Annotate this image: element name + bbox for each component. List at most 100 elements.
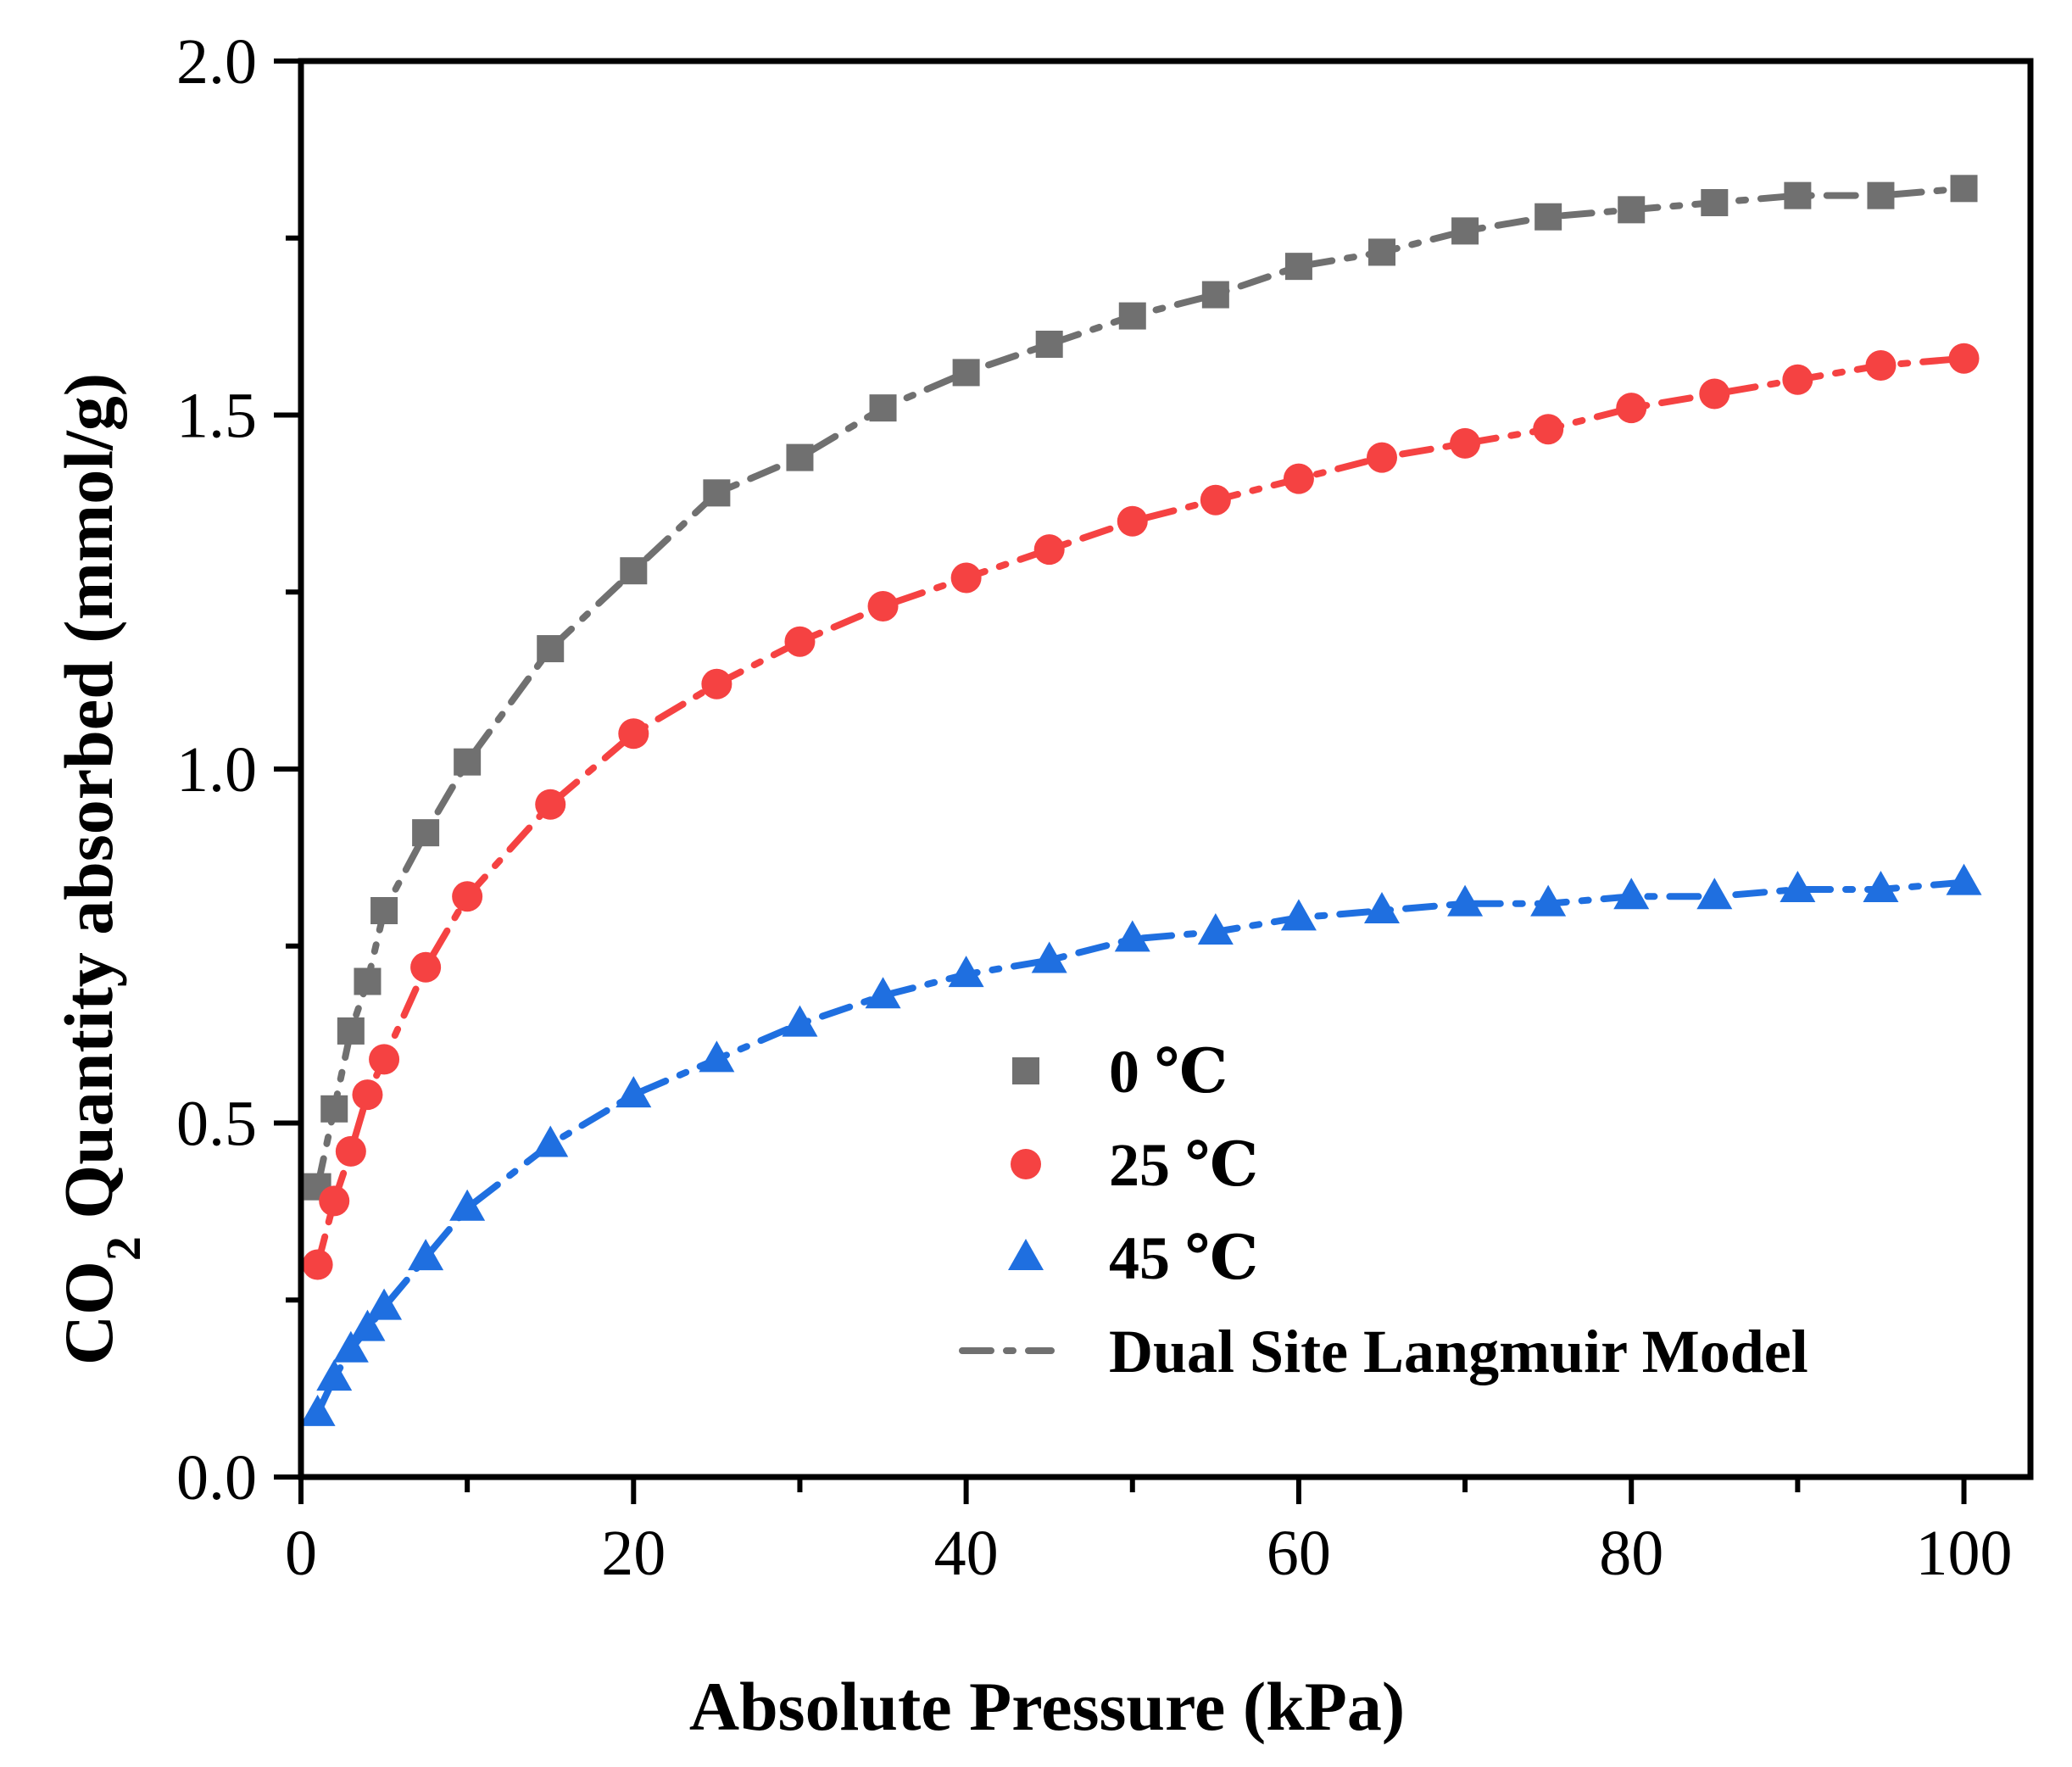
circle-data-point [701,668,732,700]
circle-data-point [335,1135,366,1167]
square-data-point [869,394,897,422]
x-tick-label: 80 [1599,1518,1663,1589]
legend-circle-marker [1011,1149,1041,1179]
legend-square-marker [1012,1057,1039,1084]
legend: 0 ℃ 25 ℃ 45 ℃ Dual Site Langmuir Model [959,1038,1808,1385]
triangle-data-point [1946,863,1982,895]
y-tick-label: 0.5 [176,1089,257,1160]
triangle-data-point [1530,884,1567,917]
triangle-data-point [1780,870,1816,902]
square-data-point [1950,175,1978,203]
data-markers [299,175,1982,1426]
circle-data-point [1283,463,1314,494]
circle-data-point [1200,484,1231,516]
square-data-point [703,479,731,507]
circle-data-point [1533,414,1564,445]
triangle-data-point [449,1189,486,1221]
square-data-point [454,748,482,776]
square-data-point [1451,217,1479,245]
y-tick-label: 1.0 [176,734,257,805]
circle-data-point [950,562,982,594]
circle-data-point [1699,378,1730,410]
triangle-data-point [1280,899,1317,931]
square-data-point [786,443,814,471]
circle-data-point [1033,534,1065,566]
square-data-point [1368,238,1395,266]
x-tick-label: 20 [601,1518,666,1589]
square-data-point [320,1095,348,1123]
circle-data-point [410,951,442,983]
square-data-point [1201,281,1229,309]
circle-data-point [369,1044,400,1075]
triangle-data-point [1031,941,1067,973]
square-data-point [952,359,980,387]
triangle-data-point [366,1288,403,1320]
square-data-point [370,897,398,924]
square-data-point [1867,181,1895,209]
legend-label: 25 ℃ [1109,1131,1258,1199]
y-axis-title: CO2 Quantity absorbed (mmol/g) [50,373,151,1365]
triangle-data-point [865,977,901,1009]
circle-data-point [1865,350,1897,382]
square-data-point [412,819,440,847]
y-axis-title-subscript: 2 [96,1236,151,1261]
square-data-point [1618,196,1646,224]
triangle-data-point [532,1125,569,1157]
legend-label: 45 ℃ [1109,1224,1258,1292]
square-data-point [1701,189,1729,216]
model-fit-line [314,354,1968,1268]
square-data-point [1118,302,1146,330]
y-axis-title-co: CO [50,1261,127,1365]
square-data-point [354,967,382,995]
x-tick-label: 100 [1916,1518,2013,1589]
triangle-data-point [1197,913,1234,945]
triangle-data-point [1696,878,1733,910]
circle-data-point [1782,364,1813,395]
triangle-data-point [1613,878,1650,910]
triangle-data-point [782,1005,818,1037]
square-data-point [337,1017,365,1045]
square-data-point [620,557,648,585]
circle-data-point [867,590,899,622]
triangle-data-point [1447,884,1484,917]
square-data-point [1035,331,1063,358]
square-data-point [1535,203,1562,231]
circle-data-point [319,1185,350,1217]
circle-data-point [784,626,816,657]
circle-data-point [1450,427,1481,459]
triangle-data-point [299,1394,336,1426]
legend-label: 0 ℃ [1109,1038,1228,1106]
x-tick-label: 0 [285,1518,317,1589]
triangle-data-point [316,1359,353,1391]
circle-data-point [452,881,483,912]
triangle-data-point [332,1330,369,1363]
circle-data-point [1948,343,1980,374]
axes [274,58,2034,1504]
svg-text:CO2 Quantity absorbed (mmol/g): CO2 Quantity absorbed (mmol/g) [50,373,151,1365]
triangle-data-point [615,1076,652,1108]
legend-label: Dual Site Langmuir Model [1109,1318,1808,1385]
circle-data-point [1367,442,1397,473]
x-tick-label: 40 [934,1518,999,1589]
circle-data-point [535,789,566,820]
x-tick-label: 60 [1267,1518,1331,1589]
y-tick-label: 1.5 [176,381,257,452]
triangle-data-point [948,956,984,988]
circle-data-point [352,1079,383,1111]
triangle-data-point [408,1239,444,1271]
legend-triangle-marker [1008,1239,1044,1270]
triangle-data-point [349,1309,386,1341]
square-data-point [537,635,565,663]
tick-labels: 0 20 40 60 80 100 0.0 0.5 1.0 1.5 2.0 [176,26,2013,1589]
triangle-data-point [699,1040,735,1073]
circle-data-point [302,1249,333,1280]
circle-data-point [1616,393,1647,424]
triangle-data-point [1863,870,1899,902]
y-axis-title-rest: Quantity absorbed (mmol/g) [50,373,127,1236]
y-tick-label: 0.0 [176,1442,257,1513]
circle-data-point [618,718,649,750]
y-tick-label: 2.0 [176,26,257,98]
triangle-data-point [1114,920,1150,952]
square-data-point [1784,181,1812,209]
